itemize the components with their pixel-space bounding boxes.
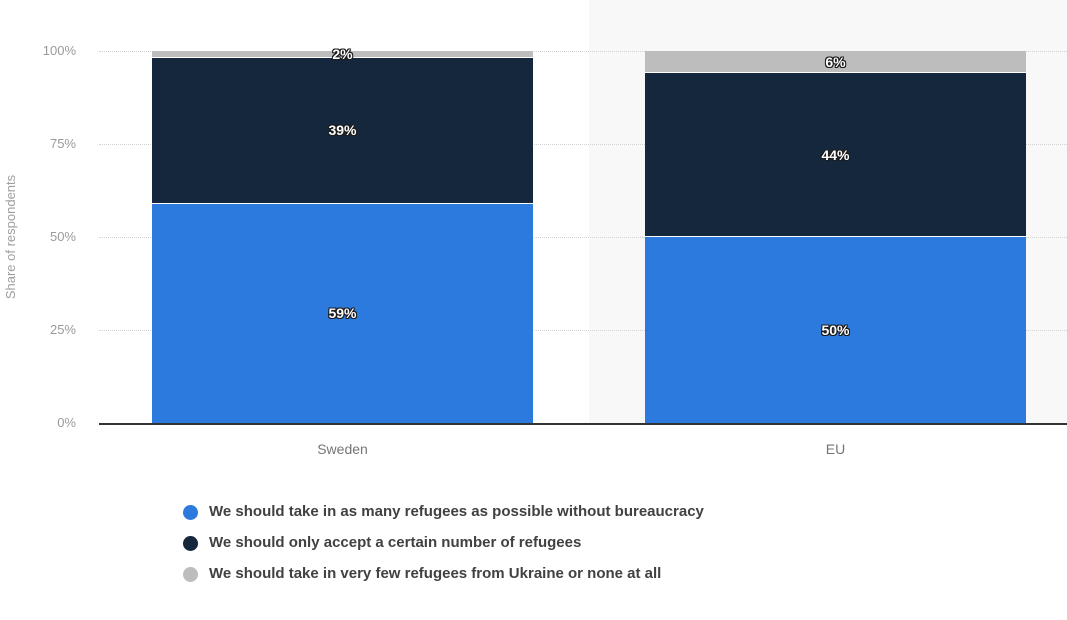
category-label-sweden: Sweden bbox=[317, 441, 368, 457]
bar-sweden: 59% 39% 2% bbox=[152, 46, 533, 423]
bar-segment[interactable]: 2% bbox=[152, 46, 533, 62]
y-axis-title: Share of respondents bbox=[3, 174, 18, 300]
gridline-100 bbox=[99, 50, 1067, 52]
data-label: 44% bbox=[821, 146, 850, 163]
legend-item-label: We should take in very few refugees from… bbox=[209, 565, 662, 582]
legend-item-label: We should only accept a certain number o… bbox=[209, 534, 582, 551]
legend-dot-icon bbox=[183, 504, 198, 520]
bar-segment[interactable]: 6% bbox=[645, 51, 1026, 74]
gridline-75 bbox=[99, 143, 1067, 145]
y-tick-label: 25% bbox=[49, 322, 76, 337]
legend-dot-icon bbox=[183, 566, 198, 582]
y-tick-label: 100% bbox=[42, 43, 76, 58]
legend-item[interactable]: We should take in very few refugees from… bbox=[183, 565, 704, 583]
bar-eu: 50% 44% 6% bbox=[645, 51, 1026, 423]
bar-segment[interactable]: 59% bbox=[152, 203, 533, 423]
bar-segment[interactable]: 39% bbox=[152, 58, 533, 204]
legend-item[interactable]: We should only accept a certain number o… bbox=[183, 534, 704, 552]
data-label: 39% bbox=[328, 122, 357, 139]
x-axis-line bbox=[99, 423, 1067, 425]
legend: We should take in as many refugees as po… bbox=[183, 503, 704, 596]
bar-segment[interactable]: 44% bbox=[645, 73, 1026, 237]
y-tick-label: 0% bbox=[57, 415, 76, 430]
legend-dot-icon bbox=[183, 535, 198, 551]
category-label-eu: EU bbox=[825, 441, 846, 457]
legend-item-label: We should take in as many refugees as po… bbox=[209, 503, 704, 520]
data-label: 50% bbox=[821, 322, 850, 338]
data-label: 59% bbox=[328, 305, 357, 322]
gridline-50 bbox=[99, 236, 1067, 238]
data-label: 6% bbox=[825, 53, 846, 70]
bar-segment[interactable]: 50% bbox=[645, 237, 1026, 423]
y-tick-label: 50% bbox=[49, 229, 76, 244]
legend-item[interactable]: We should take in as many refugees as po… bbox=[183, 503, 704, 521]
data-label: 2% bbox=[332, 46, 353, 63]
gridline-25 bbox=[99, 329, 1067, 331]
y-tick-label: 75% bbox=[49, 136, 76, 151]
